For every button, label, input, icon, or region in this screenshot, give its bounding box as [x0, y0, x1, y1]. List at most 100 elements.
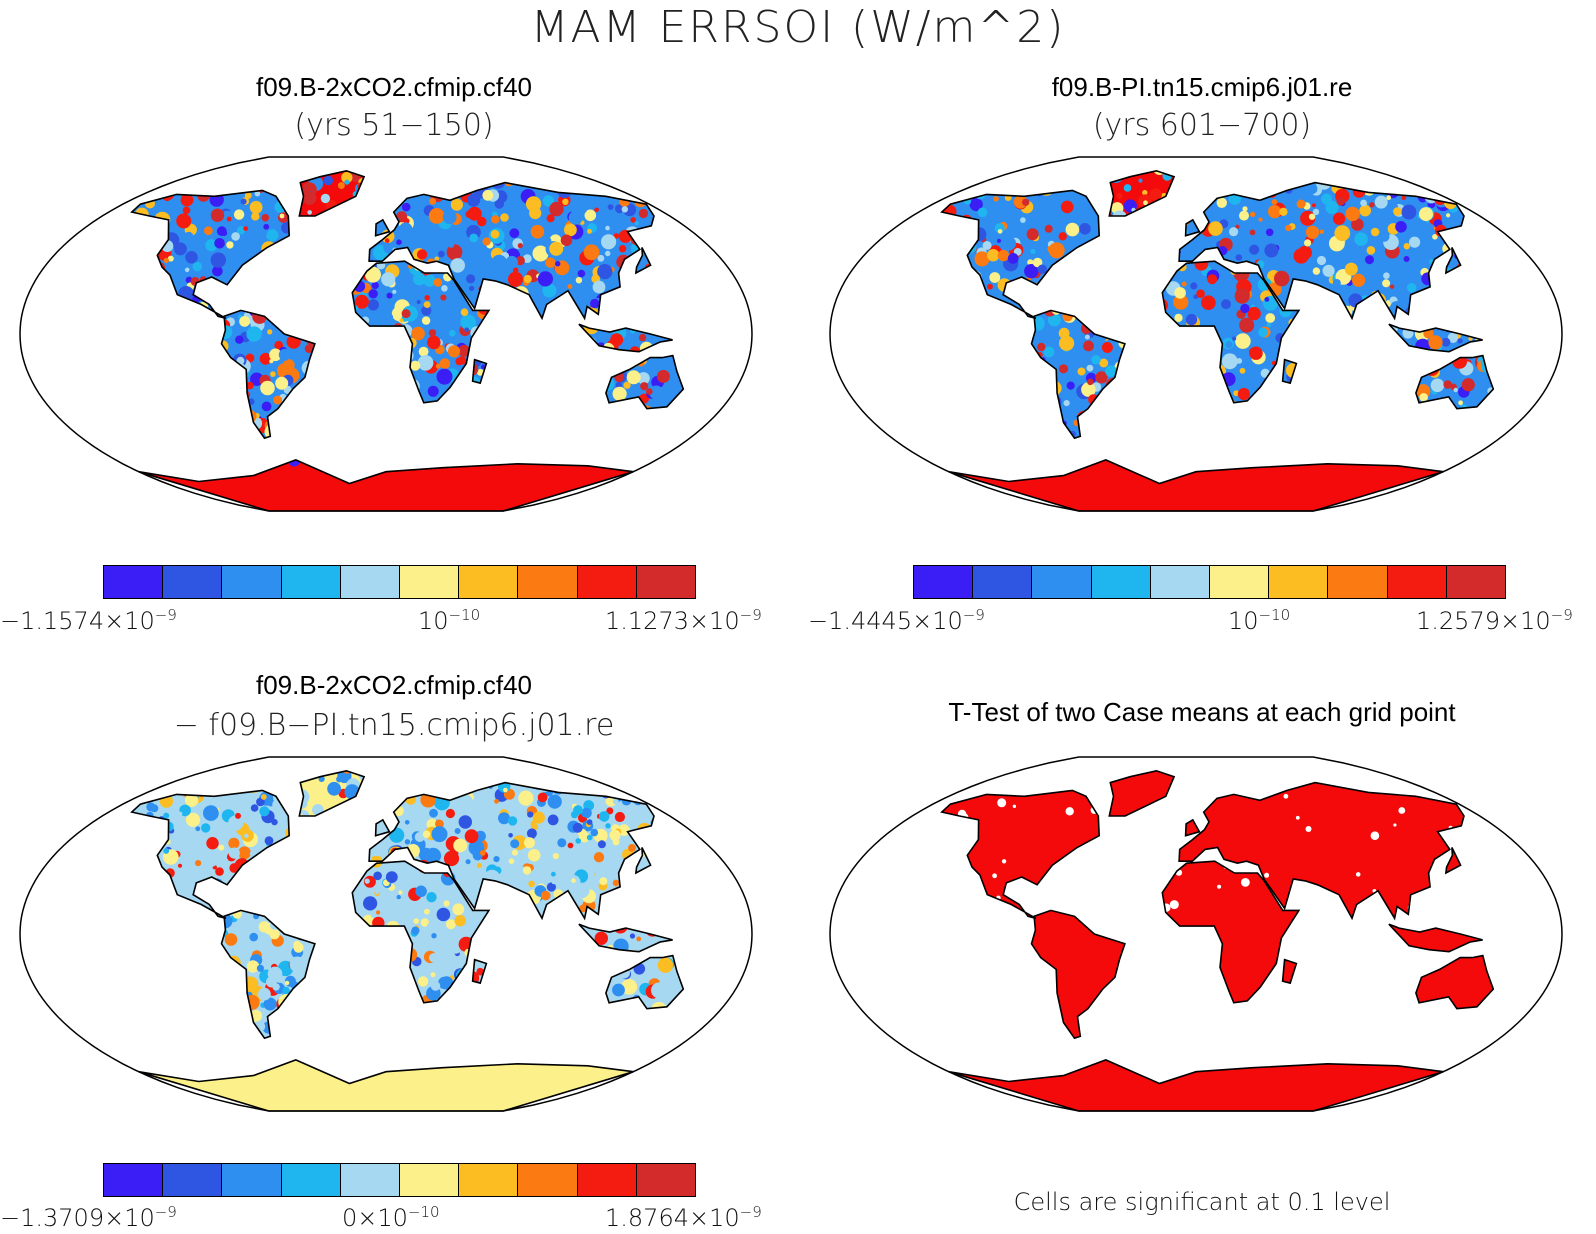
coastline [1178, 781, 1465, 921]
colorbar-swatch-4 [281, 566, 341, 598]
panel-2-subtitle: (yrs 601−700) [1092, 108, 1312, 143]
panel-4-title: T-Test of two Case means at each grid po… [948, 697, 1456, 727]
land-uk [1185, 819, 1200, 836]
coastline [1108, 169, 1176, 217]
panel-2-map [829, 156, 1563, 512]
coastline [471, 358, 488, 385]
panel-1-colorbar-max-label: 1.1273×10−9 [605, 606, 762, 635]
panel-1-title: f09.B-2xCO2.cfmip.cf40 [256, 72, 532, 102]
coastline [1184, 218, 1201, 237]
panel-1-colorbar-mid-label: 10−10 [418, 606, 481, 635]
panel-1-map [19, 156, 753, 512]
coastline [940, 189, 1101, 320]
coastline [374, 218, 391, 237]
land-africa [352, 861, 489, 1003]
land-north-america [131, 190, 290, 319]
coastline [368, 781, 655, 921]
colorbar-swatch-4 [1091, 566, 1151, 598]
colorbar-swatch-6 [1210, 566, 1270, 598]
map-border [829, 756, 1563, 1112]
panel-1-colorbar [103, 565, 696, 599]
coastline [351, 260, 491, 404]
coastline [1178, 181, 1465, 321]
coastline [634, 247, 652, 275]
coastline [351, 860, 491, 1004]
panel-3-colorbar [103, 1163, 696, 1197]
panel-2-colorbar-min-label: −1.4445×10−9 [808, 606, 985, 635]
colorbar-swatch-8 [1328, 566, 1388, 598]
coastline [368, 181, 655, 321]
panel-1-colorbar-min-label: −1.1574×10−9 [0, 606, 177, 635]
coastline [1281, 958, 1298, 985]
land-australia [1415, 955, 1494, 1009]
colorbar-swatch-1 [104, 1164, 164, 1196]
coastline [130, 189, 291, 320]
colorbar-swatch-10 [636, 1164, 696, 1196]
land-greenland [1109, 770, 1175, 816]
panel-3-colorbar-mid-label: 0×10−10 [342, 1203, 440, 1232]
colorbar-swatch-5 [1150, 566, 1211, 598]
coastline [1415, 954, 1495, 1010]
panel-3-title: f09.B-2xCO2.cfmip.cf40 [256, 670, 532, 700]
colorbar-swatch-10 [636, 566, 696, 598]
land-south-america [1031, 310, 1125, 439]
panel-4-map [829, 756, 1563, 1112]
land-antarctica [138, 1059, 634, 1111]
colorbar-swatch-9 [1387, 566, 1447, 598]
map-border [829, 156, 1563, 512]
coastline [220, 909, 316, 1040]
coastline [298, 169, 366, 217]
colorbar-swatch-3 [1032, 566, 1092, 598]
coastline [605, 954, 685, 1010]
coastline [1444, 847, 1462, 875]
coastline [298, 769, 366, 817]
coastline [578, 923, 673, 953]
colorbar-swatch-3 [222, 566, 282, 598]
map-border [19, 756, 753, 1112]
coastline [1444, 247, 1462, 275]
panel-1-subtitle: (yrs 51−150) [294, 108, 494, 143]
land-africa [1162, 861, 1299, 1003]
coastline [1184, 818, 1201, 837]
coastline [634, 847, 652, 875]
colorbar-swatch-10 [1446, 566, 1506, 598]
coastline [1281, 358, 1298, 385]
panel-3-subtitle: − f09.B−PI.tn15.cmip6.j01.re [173, 708, 615, 743]
colorbar-swatch-9 [577, 566, 637, 598]
colorbar-swatch-7 [459, 1164, 519, 1196]
panel-3-map [19, 756, 753, 1112]
coastline [1161, 260, 1301, 404]
colorbar-swatch-9 [577, 1164, 637, 1196]
panel-2-colorbar-mid-label: 10−10 [1228, 606, 1291, 635]
coastline [1108, 769, 1176, 817]
colorbar-swatch-2 [163, 1164, 223, 1196]
coastline [1415, 354, 1495, 410]
panel-2-title: f09.B-PI.tn15.cmip6.j01.re [1051, 72, 1353, 102]
land-madagascar [1282, 959, 1297, 984]
colorbar-swatch-1 [104, 566, 164, 598]
colorbar-swatch-2 [163, 566, 223, 598]
coastline [1030, 309, 1126, 440]
coastline [130, 789, 291, 920]
coastline [940, 789, 1101, 920]
panel-3-colorbar-max-label: 1.8764×10−9 [605, 1203, 762, 1232]
colorbar-swatch-5 [340, 1164, 401, 1196]
colorbar-swatch-7 [1269, 566, 1329, 598]
coastline [471, 958, 488, 985]
land-antarctica [948, 459, 1444, 511]
figure-title: MAM ERRSOI (W/m^2) [530, 2, 1066, 53]
panel-2-colorbar-max-label: 1.2579×10−9 [1416, 606, 1573, 635]
panel-3-colorbar-min-label: −1.3709×10−9 [0, 1203, 177, 1232]
panel-2-colorbar [913, 565, 1506, 599]
coastline [1161, 860, 1301, 1004]
coastline [578, 323, 673, 353]
coastline [1030, 909, 1126, 1040]
map-border [19, 156, 753, 512]
colorbar-swatch-6 [400, 566, 460, 598]
colorbar-swatch-2 [973, 566, 1033, 598]
coastline [374, 818, 391, 837]
colorbar-swatch-3 [222, 1164, 282, 1196]
coastline [605, 354, 685, 410]
colorbar-swatch-7 [459, 566, 519, 598]
panel-4-significance-note: Cells are significant at 0.1 level [1013, 1188, 1391, 1216]
